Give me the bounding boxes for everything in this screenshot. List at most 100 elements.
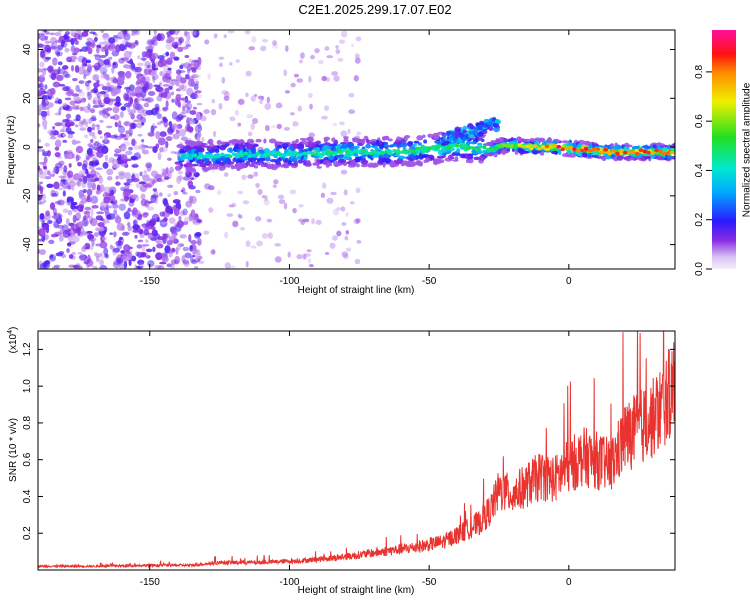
heatmap-cell [62, 118, 70, 123]
heatmap-cell [343, 137, 349, 144]
heatmap-cell [305, 160, 311, 166]
heatmap-cell [121, 154, 128, 161]
heatmap-cell [594, 143, 599, 147]
heatmap-ridge-cell [583, 146, 589, 151]
heatmap-cell [179, 210, 185, 216]
heatmap-cell [237, 98, 245, 106]
heatmap-cell [90, 195, 99, 204]
heatmap-cell [132, 101, 141, 110]
heatmap-cell [103, 220, 110, 224]
heatmap-cell [208, 163, 215, 170]
heatmap-ridge-cell [188, 156, 194, 160]
heatmap-cell [105, 85, 111, 93]
heatmap-cell [196, 102, 203, 106]
heatmap-cell [234, 109, 240, 116]
heatmap-cell [407, 160, 412, 166]
heatmap-cell [339, 121, 345, 126]
heatmap-cell [135, 122, 143, 129]
heatmap-cell [332, 122, 338, 127]
heatmap-cell [319, 159, 324, 164]
heatmap-cell [42, 102, 48, 107]
heatmap-cell [266, 96, 271, 104]
heatmap-cell [47, 220, 53, 225]
figure-title: C2E1.2025.299.17.07.E02 [298, 2, 451, 17]
heatmap-cell [47, 65, 54, 74]
heatmap-cell [309, 103, 313, 110]
heatmap-cell [120, 145, 127, 151]
heatmap-ridge-cell [259, 153, 264, 158]
heatmap-cell [211, 248, 216, 254]
heatmap-cell [92, 143, 96, 149]
heatmap-cell [38, 68, 43, 73]
heatmap-cell [54, 139, 62, 148]
heatmap-ridge-cell [380, 150, 385, 155]
heatmap-cell [374, 145, 378, 151]
heatmap-cell [84, 246, 90, 250]
heatmap-cell [191, 163, 199, 167]
heatmap-ridge-cell [638, 148, 644, 152]
heatmap-cell [289, 112, 295, 116]
heatmap-cell [356, 218, 360, 224]
heatmap-cell [666, 155, 673, 160]
heatmap-cell [39, 33, 46, 41]
heatmap-cell [38, 161, 45, 165]
heatmap-ridge-cell [490, 147, 495, 151]
heatmap-cell [514, 150, 519, 155]
heatmap-cell [133, 195, 140, 202]
heatmap-cell [247, 174, 254, 179]
heatmap-cell [124, 121, 130, 126]
heatmap-cell [327, 155, 335, 161]
heatmap-cell [191, 91, 198, 97]
heatmap-cell [250, 123, 255, 130]
heatmap-cell [91, 157, 99, 164]
heatmap-cell [41, 94, 50, 100]
heatmap-cell [146, 39, 154, 46]
heatmap-cell [49, 46, 58, 50]
heatmap-cell [566, 149, 572, 155]
heatmap-ridge-cell [423, 148, 428, 153]
colorbar-ticks: 0.0 0.2 0.4 0.6 0.8 [694, 64, 712, 276]
heatmap-cell [433, 134, 440, 140]
heatmap-cell [51, 170, 57, 175]
heatmap-cell [57, 61, 63, 66]
heatmap-cell [423, 139, 428, 144]
heatmap-cell [367, 162, 376, 168]
heatmap-cell [260, 45, 267, 52]
heatmap-cell [184, 252, 192, 259]
heatmap-cell [54, 32, 62, 37]
heatmap-cell [344, 235, 349, 241]
heatmap-cell [189, 110, 197, 115]
heatmap-cell [92, 99, 96, 105]
heatmap-cell [387, 138, 393, 142]
heatmap-cell [164, 233, 169, 242]
heatmap-ridge-cell [333, 151, 339, 155]
heatmap-cell [177, 86, 183, 91]
heatmap-cell [178, 129, 186, 137]
heatmap-cell [167, 126, 174, 135]
heatmap-cell [308, 146, 313, 152]
heatmap-cell [178, 38, 183, 46]
heatmap-cell [455, 153, 462, 156]
heatmap-ridge-cell [224, 153, 229, 158]
heatmap-cell [257, 95, 264, 100]
heatmap-cell [282, 162, 290, 169]
heatmap-cell [138, 143, 146, 150]
heatmap-cell [76, 155, 81, 161]
heatmap-cell [101, 236, 107, 241]
snr-x-tick-label: -50 [422, 577, 437, 588]
heatmap-cell [106, 74, 110, 82]
heatmap-cell [64, 73, 71, 79]
heatmap-ridge-cell [666, 151, 671, 155]
heatmap-cell [39, 213, 45, 220]
heatmap-cell [329, 242, 336, 249]
heatmap-cell [178, 84, 184, 89]
heatmap-cell [62, 65, 69, 70]
heatmap-cell [424, 157, 430, 163]
heatmap-cell [78, 80, 85, 84]
heatmap-cell [126, 196, 132, 200]
heatmap-cell [95, 243, 101, 247]
heatmap-cell [182, 105, 186, 111]
heatmap-cell [94, 177, 100, 182]
heatmap-cell [127, 207, 131, 211]
heatmap-cell [152, 188, 158, 192]
